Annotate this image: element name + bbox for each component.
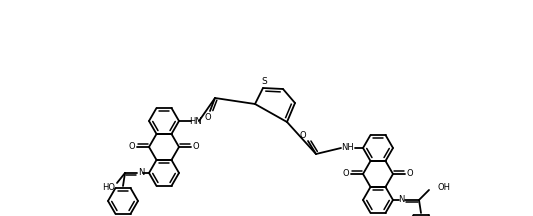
Text: O: O	[193, 143, 199, 151]
Text: O: O	[300, 132, 306, 140]
Text: NH: NH	[342, 143, 354, 152]
Text: N: N	[398, 195, 404, 205]
Text: HN: HN	[190, 116, 203, 125]
Text: OH: OH	[437, 183, 450, 192]
Text: HO: HO	[102, 183, 116, 192]
Text: O: O	[407, 170, 413, 178]
Text: N: N	[138, 168, 144, 178]
Text: O: O	[128, 143, 135, 151]
Text: O: O	[343, 170, 349, 178]
Text: O: O	[205, 113, 211, 121]
Text: S: S	[261, 78, 267, 86]
